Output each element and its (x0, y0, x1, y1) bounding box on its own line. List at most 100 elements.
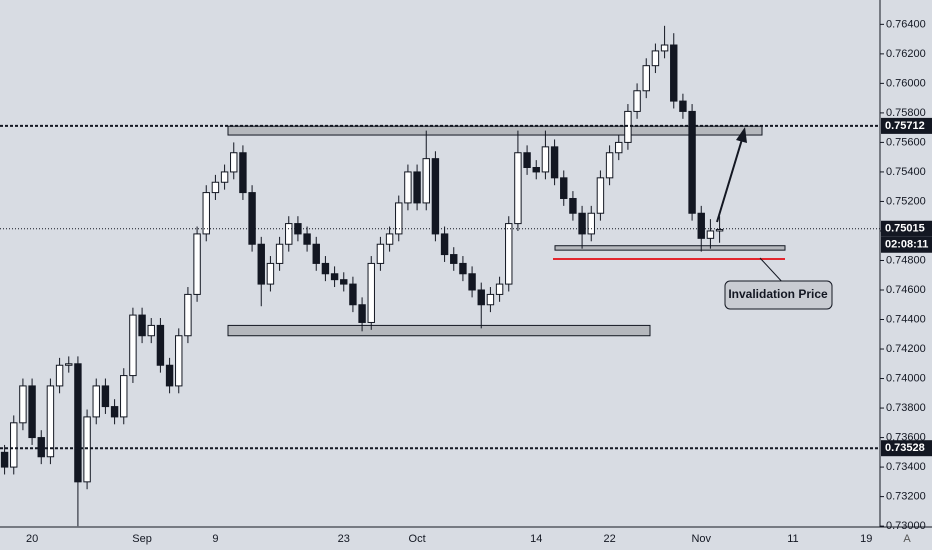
price-label-box (881, 117, 932, 134)
x-tick-label: Nov (691, 533, 711, 545)
candle-body (349, 283, 357, 306)
candle-body (358, 304, 366, 323)
candle-body (505, 223, 513, 285)
y-tick-label: 0.73000 (886, 520, 926, 532)
candle-body (55, 364, 64, 387)
candle-body (624, 110, 632, 143)
y-tick-label: 0.76200 (886, 48, 926, 60)
candle-body (440, 233, 449, 256)
candle-body (340, 279, 348, 285)
candle-body (477, 289, 485, 306)
price-label-box (881, 440, 932, 457)
candle-body (651, 50, 660, 67)
candle-body (184, 293, 192, 337)
candle-body (37, 437, 45, 458)
y-tick-label: 0.73200 (886, 491, 926, 503)
candle-body (633, 90, 641, 112)
candle-body (120, 375, 128, 418)
candle-body (385, 233, 394, 245)
candle-body (248, 192, 256, 245)
candle-body (642, 65, 650, 92)
candle-body (697, 212, 705, 239)
candle-body (211, 181, 220, 194)
candle-body (404, 171, 412, 204)
y-tick-label: 0.74000 (886, 372, 926, 384)
x-tick-label: 9 (212, 533, 218, 545)
candle-body (312, 243, 320, 264)
countdown-box (881, 236, 932, 253)
y-tick-label: 0.74800 (886, 254, 926, 266)
y-tick-label: 0.76000 (886, 77, 926, 89)
x-tick-label: 23 (338, 533, 350, 545)
candle-body (560, 177, 568, 199)
candle-body (92, 385, 100, 418)
countdown: 02:08:11 (885, 239, 928, 251)
y-tick-label: 0.73800 (886, 402, 926, 414)
candle-body (413, 171, 421, 204)
candle-body (495, 283, 504, 295)
candle-body (147, 324, 155, 337)
price-label-box (881, 220, 932, 237)
arrow (716, 135, 744, 223)
x-tick-label: 22 (603, 533, 615, 545)
candle-body (275, 243, 284, 264)
y-tick-label: 0.76400 (886, 18, 926, 30)
candle-body (65, 363, 73, 366)
candle-body (422, 158, 430, 204)
auto-scale-button[interactable]: A (903, 533, 911, 545)
candle-body (10, 422, 18, 468)
candle-body (587, 212, 595, 235)
candle-body (688, 110, 696, 214)
zone (227, 125, 763, 136)
candle-body (541, 146, 550, 173)
candle-body (715, 228, 724, 232)
x-tick-label: 14 (530, 533, 542, 545)
y-tick-label: 0.74600 (886, 284, 926, 296)
candle-body (514, 152, 522, 225)
y-tick-label: 0.73400 (886, 461, 926, 473)
candle-body (615, 141, 623, 154)
candle-body (19, 385, 27, 424)
y-tick-label: 0.75600 (886, 136, 926, 148)
callout-box (724, 280, 833, 310)
candle-body (706, 230, 715, 239)
candle-body (367, 262, 375, 323)
candle-body (431, 158, 440, 235)
candle-body (321, 262, 330, 275)
candle-body (74, 363, 82, 483)
candle-body (660, 44, 669, 52)
candle-body (110, 406, 119, 418)
price-label: 0.73528 (885, 442, 925, 454)
arrow-head (736, 127, 747, 143)
candle-body (450, 254, 458, 264)
candle-body (239, 152, 247, 194)
candle-body (220, 171, 229, 183)
x-tick-label: Oct (409, 533, 426, 545)
candle-body (670, 44, 678, 102)
candle-body (101, 385, 110, 408)
zone (554, 245, 786, 251)
candle-body (605, 152, 614, 179)
candle-body (578, 212, 586, 235)
y-tick-label: 0.75400 (886, 166, 926, 178)
x-tick-label: 20 (26, 533, 38, 545)
candle-body (46, 385, 55, 458)
candle-body (679, 100, 687, 112)
candle-body (230, 152, 238, 173)
candle-body (459, 262, 467, 275)
zone (227, 324, 651, 337)
candle-body (523, 152, 531, 169)
y-tick-label: 0.74400 (886, 313, 926, 325)
candle-body (550, 146, 559, 179)
candle-body (376, 243, 385, 264)
candle-body (175, 335, 183, 387)
candle-body (257, 243, 265, 285)
candle-body (28, 385, 36, 439)
candle-body (596, 177, 605, 214)
candle-body (266, 262, 275, 285)
price-label: 0.75712 (885, 120, 925, 132)
x-tick-label: 11 (787, 533, 798, 545)
y-tick-label: 0.74200 (886, 343, 926, 355)
